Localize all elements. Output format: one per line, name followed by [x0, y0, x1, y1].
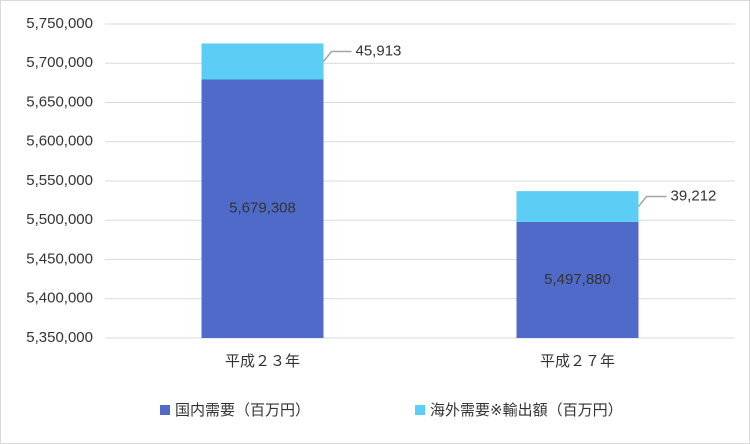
leader-line	[637, 195, 667, 207]
y-tick-label: 5,550,000	[26, 172, 93, 189]
leader-line	[322, 50, 352, 62]
y-tick-label: 5,650,000	[26, 93, 93, 110]
data-label: 39,212	[671, 187, 717, 204]
y-tick-label: 5,750,000	[26, 15, 93, 32]
y-tick-label: 5,500,000	[26, 211, 93, 228]
legend-swatch	[415, 405, 425, 415]
x-tick-label: 平成２３年	[225, 353, 300, 370]
legend-label: 国内需要（百万円）	[175, 402, 310, 419]
bar-segment	[201, 43, 324, 80]
bar-segment	[201, 79, 324, 338]
legend-swatch	[160, 405, 170, 415]
x-tick-label: 平成２７年	[540, 353, 615, 370]
data-label: 45,913	[356, 42, 402, 59]
y-tick-label: 5,400,000	[26, 290, 93, 307]
bar-segment	[516, 191, 639, 222]
y-tick-label: 5,450,000	[26, 250, 93, 267]
bar-segment	[516, 221, 639, 338]
y-tick-label: 5,350,000	[26, 329, 93, 346]
data-label: 5,497,880	[544, 271, 611, 288]
y-tick-label: 5,600,000	[26, 133, 93, 150]
data-label: 5,679,308	[229, 200, 296, 217]
legend-label: 海外需要※輸出額（百万円）	[430, 402, 623, 419]
y-tick-label: 5,700,000	[26, 54, 93, 71]
